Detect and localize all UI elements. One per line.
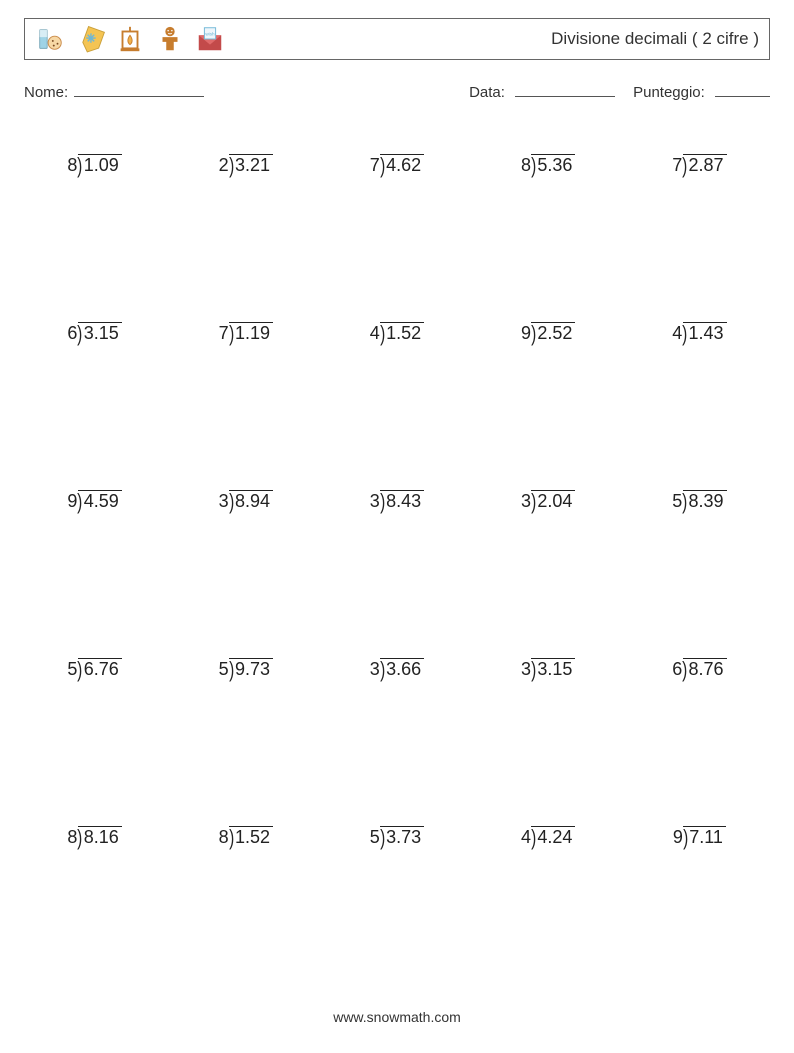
dividend: 3.15 [78,322,122,344]
division-bracket: ) [229,825,234,851]
dividend: 4.62 [380,154,424,176]
svg-text:wish: wish [205,31,215,36]
dividend: 2.87 [683,154,727,176]
division-problem: 5)6.76 [67,655,121,681]
division-problem: 4)1.43 [672,319,726,345]
worksheet-page: wish Divisione decimali ( 2 cifre ) Nome… [0,0,794,1053]
worksheet-title: Divisione decimali ( 2 cifre ) [551,29,759,49]
division-bracket: ) [531,825,536,851]
dividend: 1.52 [229,826,273,848]
dividend: 1.52 [380,322,424,344]
division-bracket: ) [380,657,385,683]
dividend: 2.52 [531,322,575,344]
division-problem: 3)2.04 [521,487,575,513]
problems-grid: 8)1.09 2)3.21 7)4.62 8)5.36 7)2.87 6)3.15 7)1.… [24,151,770,849]
division-problem: 8)1.52 [219,823,273,849]
score-blank[interactable] [715,82,770,97]
division-bracket: ) [380,825,385,851]
division-bracket: ) [78,321,83,347]
dividend: 7.11 [683,826,726,848]
name-label: Nome: [24,84,68,101]
dividend: 8.76 [683,658,727,680]
division-problem: 3)3.66 [370,655,424,681]
dividend: 8.16 [78,826,122,848]
division-problem: 8)1.09 [67,151,121,177]
division-bracket: ) [380,489,385,515]
division-bracket: ) [380,321,385,347]
name-field: Nome: [24,82,204,101]
division-bracket: ) [682,321,687,347]
wish-letter-icon: wish [195,24,225,54]
meta-row: Nome: Data: Punteggio: [24,82,770,101]
score-field: Punteggio: [633,82,770,101]
division-problem: 7)4.62 [370,151,424,177]
name-blank[interactable] [74,82,204,97]
gingerbread-icon [155,24,185,54]
division-bracket: ) [229,153,234,179]
tag-snowflake-icon [75,24,105,54]
division-bracket: ) [531,321,536,347]
header-box: wish Divisione decimali ( 2 cifre ) [24,18,770,60]
division-problem: 7)2.87 [672,151,726,177]
dividend: 9.73 [229,658,273,680]
dividend: 5.36 [531,154,575,176]
division-bracket: ) [531,489,536,515]
dividend: 1.09 [78,154,122,176]
dividend: 8.39 [683,490,727,512]
division-bracket: ) [531,657,536,683]
division-bracket: ) [78,657,83,683]
header-icons: wish [35,24,225,54]
division-problem: 7)1.19 [219,319,273,345]
dividend: 3.73 [380,826,424,848]
division-bracket: ) [682,153,687,179]
division-problem: 3)8.94 [219,487,273,513]
dividend: 8.43 [380,490,424,512]
division-problem: 9)2.52 [521,319,575,345]
dividend: 1.19 [229,322,273,344]
lantern-icon [115,24,145,54]
division-bracket: ) [229,321,234,347]
division-bracket: ) [78,825,83,851]
milk-cookies-icon [35,24,65,54]
division-problem: 5)3.73 [370,823,424,849]
date-field: Data: [469,82,615,101]
division-problem: 6)3.15 [67,319,121,345]
division-bracket: ) [682,489,687,515]
division-bracket: ) [229,489,234,515]
division-bracket: ) [380,153,385,179]
division-problem: 6)8.76 [672,655,726,681]
division-problem: 3)8.43 [370,487,424,513]
division-problem: 9)7.11 [673,823,726,849]
division-bracket: ) [78,489,83,515]
division-problem: 5)8.39 [672,487,726,513]
division-problem: 3)3.15 [521,655,575,681]
division-problem: 4)1.52 [370,319,424,345]
division-problem: 4)4.24 [521,823,575,849]
footer-url: www.snowmath.com [0,1009,794,1025]
division-bracket: ) [682,657,687,683]
division-problem: 9)4.59 [67,487,121,513]
division-bracket: ) [683,825,688,851]
division-problem: 2)3.21 [219,151,273,177]
division-problem: 8)5.36 [521,151,575,177]
dividend: 1.43 [683,322,727,344]
division-problem: 8)8.16 [67,823,121,849]
date-blank[interactable] [515,82,615,97]
division-bracket: ) [229,657,234,683]
dividend: 2.04 [531,490,575,512]
dividend: 3.21 [229,154,273,176]
dividend: 3.15 [531,658,575,680]
dividend: 4.59 [78,490,122,512]
division-problem: 5)9.73 [219,655,273,681]
division-bracket: ) [531,153,536,179]
dividend: 6.76 [78,658,122,680]
score-label: Punteggio: [633,84,705,101]
dividend: 3.66 [380,658,424,680]
date-label: Data: [469,84,505,101]
dividend: 4.24 [531,826,575,848]
dividend: 8.94 [229,490,273,512]
division-bracket: ) [78,153,83,179]
